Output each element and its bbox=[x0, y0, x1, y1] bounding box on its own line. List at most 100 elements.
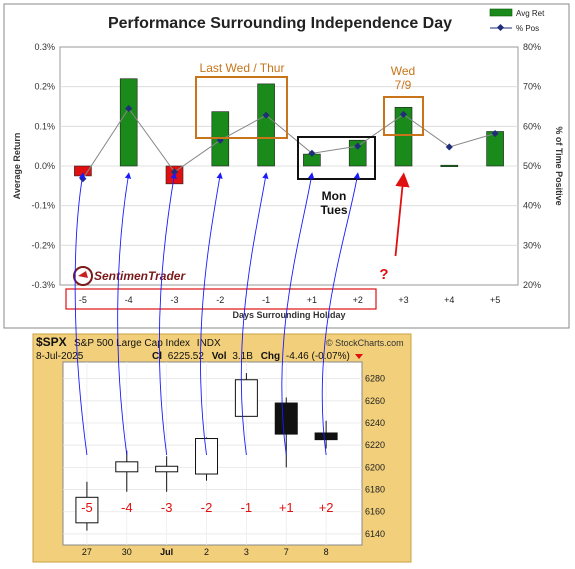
watermark: © StockCharts.com bbox=[326, 338, 404, 348]
last-wed-thur-box bbox=[195, 76, 288, 139]
x-tick-label: +4 bbox=[444, 295, 454, 305]
line-series bbox=[79, 104, 499, 183]
candle-day-label: +2 bbox=[319, 500, 334, 515]
candle-x-label: 30 bbox=[122, 547, 132, 557]
candle-body-7 bbox=[274, 402, 298, 435]
bar-+3 bbox=[394, 106, 413, 167]
symbol: $SPX bbox=[36, 335, 67, 349]
candle-day-labels: -5 -4 -3 -2 -1 +1 +2 bbox=[81, 500, 333, 515]
candle-day-label: -3 bbox=[161, 500, 173, 515]
candle-body-Jul bbox=[155, 465, 179, 473]
y-tick-label: 0.0% bbox=[34, 161, 55, 171]
legend: Avg Ret % Pos bbox=[489, 8, 545, 33]
y2-axis-label: % of Time Positive bbox=[554, 126, 564, 205]
y-tick-label: 0.2% bbox=[34, 82, 55, 92]
arrow--1 bbox=[240, 172, 269, 456]
pos-line bbox=[82, 107, 496, 179]
wed-79-label: Wed 7/9 bbox=[391, 64, 415, 92]
legend-label-avg-ret: Avg Ret bbox=[516, 9, 545, 18]
x-tick-label: -2 bbox=[216, 295, 224, 305]
mon-tues-box bbox=[297, 136, 376, 180]
candle-y-tick: 6240 bbox=[365, 418, 385, 428]
x-axis-labels: -5 -4 -3 -2 -1 +1 +2 +3 +4 +5 bbox=[79, 295, 500, 305]
y-tick-label: 0.3% bbox=[34, 42, 55, 52]
x-axis-label: Days Surrounding Holiday bbox=[232, 310, 345, 320]
candle-body-27 bbox=[75, 496, 99, 524]
arrow--4 bbox=[117, 172, 132, 456]
mon-tues-label: Mon Tues bbox=[320, 189, 347, 217]
candle-x-label: 3 bbox=[244, 547, 249, 557]
y2-tick-label: 80% bbox=[523, 42, 541, 52]
y2-tick-label: 30% bbox=[523, 240, 541, 250]
bar--1 bbox=[257, 83, 275, 167]
x-tick-label: -4 bbox=[125, 295, 133, 305]
candle-y-tick: 6160 bbox=[365, 507, 385, 517]
candle-y-tick: 6180 bbox=[365, 485, 385, 495]
y-axis-ticks: 0.3% 0.2% 0.1% 0.0% -0.1% -0.2% -0.3% bbox=[31, 42, 55, 290]
arrow-+2 bbox=[321, 172, 361, 456]
arrow-+1 bbox=[281, 172, 315, 456]
y2-tick-label: 40% bbox=[523, 201, 541, 211]
question-mark: ? bbox=[379, 266, 388, 283]
arrow--3 bbox=[158, 172, 177, 456]
candle-x-label: Jul bbox=[160, 547, 173, 557]
candles bbox=[75, 373, 338, 531]
bar--4 bbox=[119, 78, 138, 167]
pos-point-+3 bbox=[399, 110, 408, 118]
pos-point--4 bbox=[125, 104, 133, 113]
y-tick-label: -0.1% bbox=[31, 201, 55, 211]
pos-point-+4 bbox=[445, 143, 453, 151]
wed-79-box bbox=[383, 96, 424, 136]
arrow--2 bbox=[200, 172, 223, 456]
legend-swatch-avg-ret bbox=[489, 8, 513, 17]
candle-x-label: 8 bbox=[324, 547, 329, 557]
index-name: S&P 500 Large Cap Index INDX bbox=[74, 338, 221, 349]
x-tick-label: -1 bbox=[262, 295, 270, 305]
x-labels-box bbox=[65, 288, 377, 310]
candle-y-tick: 6140 bbox=[365, 529, 385, 539]
candle-body-8 bbox=[314, 432, 338, 441]
last-wed-thur-label: Last Wed / Thur bbox=[200, 61, 285, 75]
bar-+4 bbox=[440, 164, 459, 168]
y2-axis-ticks: 80% 70% 60% 50% 40% 30% 20% bbox=[523, 42, 541, 290]
arrow-question bbox=[394, 172, 410, 257]
down-triangle-icon bbox=[355, 354, 363, 359]
x-tick-label: +1 bbox=[307, 295, 317, 305]
y-tick-label: -0.2% bbox=[31, 240, 55, 250]
y-tick-label: -0.3% bbox=[31, 280, 55, 290]
legend-marker-pos bbox=[496, 23, 505, 32]
candle-body-30 bbox=[115, 461, 139, 473]
candle-day-label: -2 bbox=[201, 500, 213, 515]
candle-body-3 bbox=[234, 379, 258, 417]
arrow--5 bbox=[74, 172, 88, 456]
x-tick-label: -5 bbox=[79, 295, 87, 305]
candle-x-label: 2 bbox=[204, 547, 209, 557]
candle-y-tick: 6260 bbox=[365, 396, 385, 406]
candle-day-label: -1 bbox=[241, 500, 253, 515]
pos-point-+1 bbox=[308, 149, 316, 157]
y2-tick-label: 70% bbox=[523, 82, 541, 92]
quote-date: 8-Jul-2025 bbox=[36, 351, 84, 362]
candle-day-label: -4 bbox=[121, 500, 133, 515]
x-tick-label: +2 bbox=[353, 295, 363, 305]
x-tick-label: +5 bbox=[490, 295, 500, 305]
quote-line: Cl 6225.52 Vol 3.1B Chg -4.46 (-0.07%) bbox=[152, 351, 350, 362]
pos-point-+2 bbox=[354, 142, 362, 150]
candle-y-tick: 6280 bbox=[365, 374, 385, 384]
top-chart-title: Performance Surrounding Independence Day bbox=[108, 15, 452, 32]
candle-day-label: -5 bbox=[81, 500, 93, 515]
top-chart: Performance Surrounding Independence Day… bbox=[3, 3, 570, 329]
brand-text: SentimenTrader bbox=[94, 269, 186, 283]
x-tick-label: -3 bbox=[170, 295, 178, 305]
candle-x-labels: 27 30 Jul 2 3 7 8 bbox=[82, 547, 329, 557]
candle-y-tick: 6200 bbox=[365, 462, 385, 472]
sentimentrader-logo: SentimenTrader bbox=[73, 266, 186, 286]
y2-tick-label: 60% bbox=[523, 121, 541, 131]
pos-point-+5 bbox=[491, 129, 499, 138]
candle-y-ticks: 6280 6260 6240 6220 6200 6180 6160 6140 bbox=[365, 374, 385, 539]
candle-x-label: 7 bbox=[284, 547, 289, 557]
y2-tick-label: 50% bbox=[523, 161, 541, 171]
pos-point--1 bbox=[262, 111, 270, 119]
y2-tick-label: 20% bbox=[523, 280, 541, 290]
